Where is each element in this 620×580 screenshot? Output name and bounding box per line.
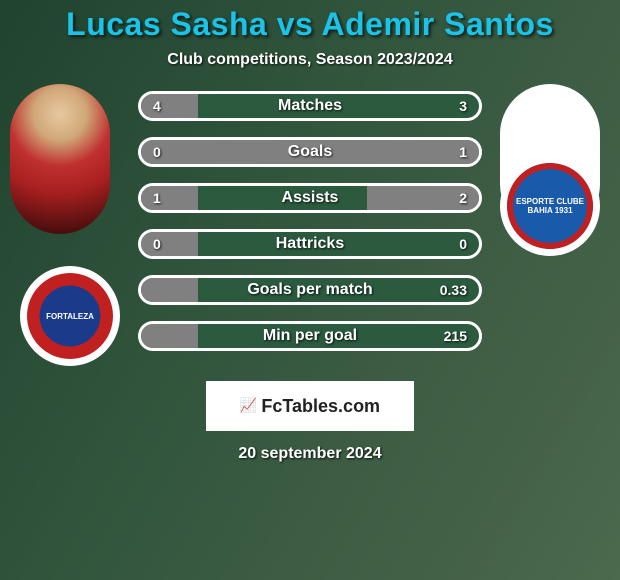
content-wrapper: Lucas Sasha vs Ademir Santos Club compet…: [0, 0, 620, 580]
stat-label: Assists: [141, 189, 479, 207]
page-subtitle: Club competitions, Season 2023/2024: [0, 51, 620, 69]
page-title: Lucas Sasha vs Ademir Santos: [0, 6, 620, 43]
fortaleza-crest-icon: FORTALEZA: [27, 273, 113, 359]
stat-row: 4 3Matches: [138, 91, 482, 121]
stat-label: Min per goal: [141, 327, 479, 345]
stat-row: 0 1Goals: [138, 137, 482, 167]
stat-value-left: 0: [153, 144, 161, 160]
stat-bars: 43Matches01Goals12Assists00Hattricks0.33…: [138, 91, 482, 367]
footer-brand-text: FcTables.com: [261, 396, 380, 417]
stat-label: Matches: [141, 97, 479, 115]
stat-value-right: 3: [459, 98, 467, 114]
stats-area: FORTALEZA ESPORTE CLUBE BAHIA 1931 4 3Mat…: [0, 91, 620, 371]
club-badge-right: ESPORTE CLUBE BAHIA 1931: [500, 156, 600, 256]
stat-value-right: 0: [459, 236, 467, 252]
stat-value-left: 0: [153, 236, 161, 252]
chart-icon: 📈: [240, 397, 257, 414]
stat-row: 215Min per goal: [138, 321, 482, 351]
stat-row: 0 0Hattricks: [138, 229, 482, 259]
club-badge-left: FORTALEZA: [20, 266, 120, 366]
stat-row: 0.33Goals per match: [138, 275, 482, 305]
stat-value-right: 215: [444, 328, 467, 344]
stat-label: Goals: [141, 143, 479, 161]
stat-value-right: 0.33: [440, 282, 467, 298]
footer-date: 20 september 2024: [0, 445, 620, 463]
stat-label: Goals per match: [141, 281, 479, 299]
player-photo-left: [10, 84, 110, 234]
stat-value-right: 2: [459, 190, 467, 206]
club-badge-right-label: ESPORTE CLUBE BAHIA 1931: [507, 193, 593, 219]
bahia-crest-icon: ESPORTE CLUBE BAHIA 1931: [507, 163, 593, 249]
stat-value-left: 1: [153, 190, 161, 206]
stat-value-left: 4: [153, 98, 161, 114]
stat-row: 1 2Assists: [138, 183, 482, 213]
stat-label: Hattricks: [141, 235, 479, 253]
club-badge-left-label: FORTALEZA: [42, 308, 98, 325]
stat-value-right: 1: [459, 144, 467, 160]
footer-brand: 📈 FcTables.com: [206, 381, 414, 431]
